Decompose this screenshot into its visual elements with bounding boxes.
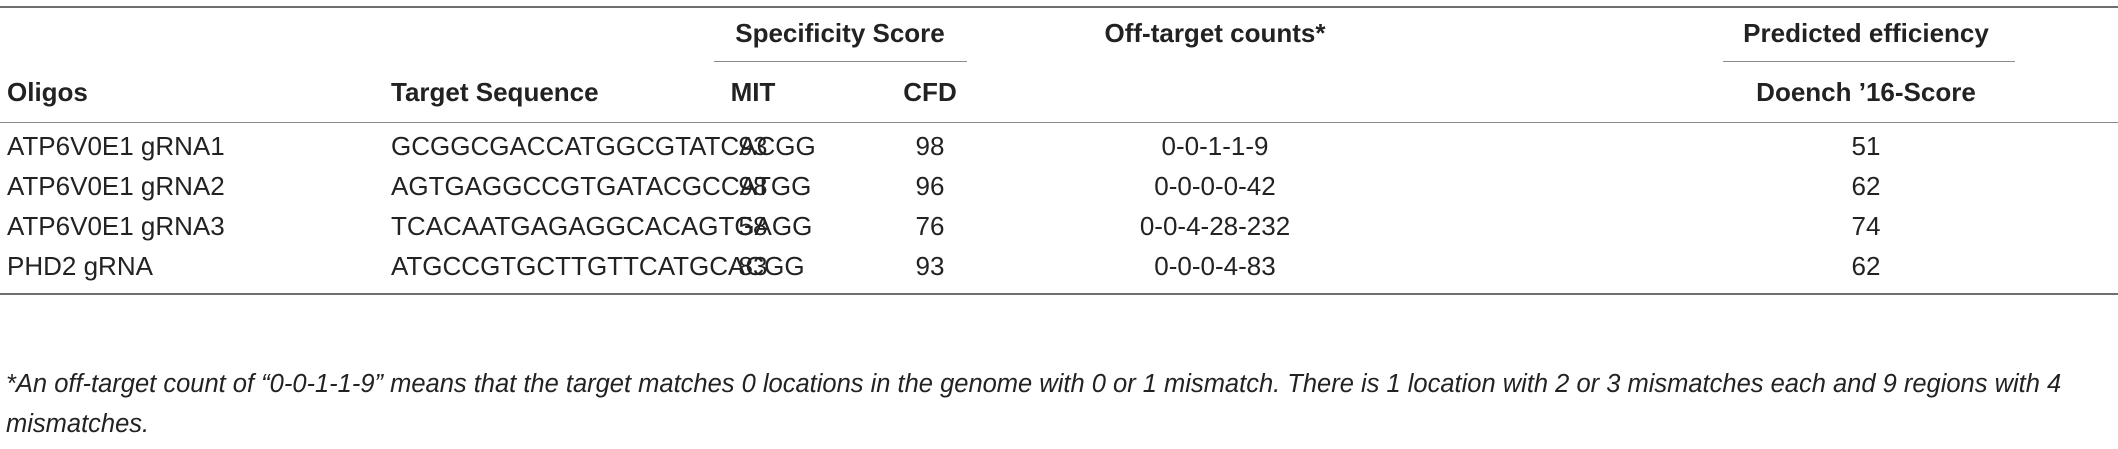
cell-oligo: ATP6V0E1 gRNA2 [7, 171, 225, 201]
specificity-group-rule [714, 61, 967, 62]
table-footnote: *An off-target count of “0-0-1-1-9” mean… [6, 370, 2062, 438]
header-specificity-score: Specificity Score [735, 18, 945, 48]
cell-sequence: GCGGCGACCATGGCGTATCACGG [391, 131, 816, 161]
cell-sequence: ATGCCGTGCTTGTTCATGCACGG [391, 251, 805, 281]
cell-oligo: ATP6V0E1 gRNA1 [7, 131, 225, 161]
cell-sequence: TCACAATGAGAGGCACAGTGAGG [391, 211, 813, 241]
cell-oligo: ATP6V0E1 gRNA3 [7, 211, 225, 241]
cell-offtarget: 0-0-1-1-9 [1161, 131, 1269, 161]
cell-offtarget: 0-0-0-4-83 [1154, 251, 1276, 281]
cell-doench: 62 [1851, 171, 1881, 201]
cell-cfd: 98 [915, 131, 945, 161]
header-mit: MIT [730, 77, 776, 107]
cell-oligo: PHD2 gRNA [7, 251, 153, 281]
header-target-sequence: Target Sequence [391, 77, 599, 107]
cell-doench: 74 [1851, 211, 1881, 241]
header-doench-score: Doench ’16-Score [1756, 77, 1976, 107]
header-oligos: Oligos [7, 77, 88, 107]
cell-offtarget: 0-0-0-0-42 [1154, 171, 1276, 201]
table-bottom-rule [0, 293, 2118, 295]
cell-cfd: 76 [915, 211, 945, 241]
cell-offtarget: 0-0-4-28-232 [1139, 211, 1291, 241]
cell-mit: 83 [738, 251, 768, 281]
cell-mit: 58 [738, 211, 768, 241]
table-top-rule [0, 6, 2118, 8]
cell-mit: 93 [738, 131, 768, 161]
efficiency-group-rule [1723, 61, 2015, 62]
header-bottom-rule [0, 122, 2118, 123]
cell-doench: 51 [1851, 131, 1881, 161]
cell-mit: 98 [738, 171, 768, 201]
header-offtarget-counts: Off-target counts* [1104, 18, 1326, 48]
cell-cfd: 93 [915, 251, 945, 281]
cell-cfd: 96 [915, 171, 945, 201]
header-cfd: CFD [903, 77, 957, 107]
cell-doench: 62 [1851, 251, 1881, 281]
cell-sequence: AGTGAGGCCGTGATACGCCATGG [391, 171, 812, 201]
header-predicted-efficiency: Predicted efficiency [1743, 18, 1989, 48]
